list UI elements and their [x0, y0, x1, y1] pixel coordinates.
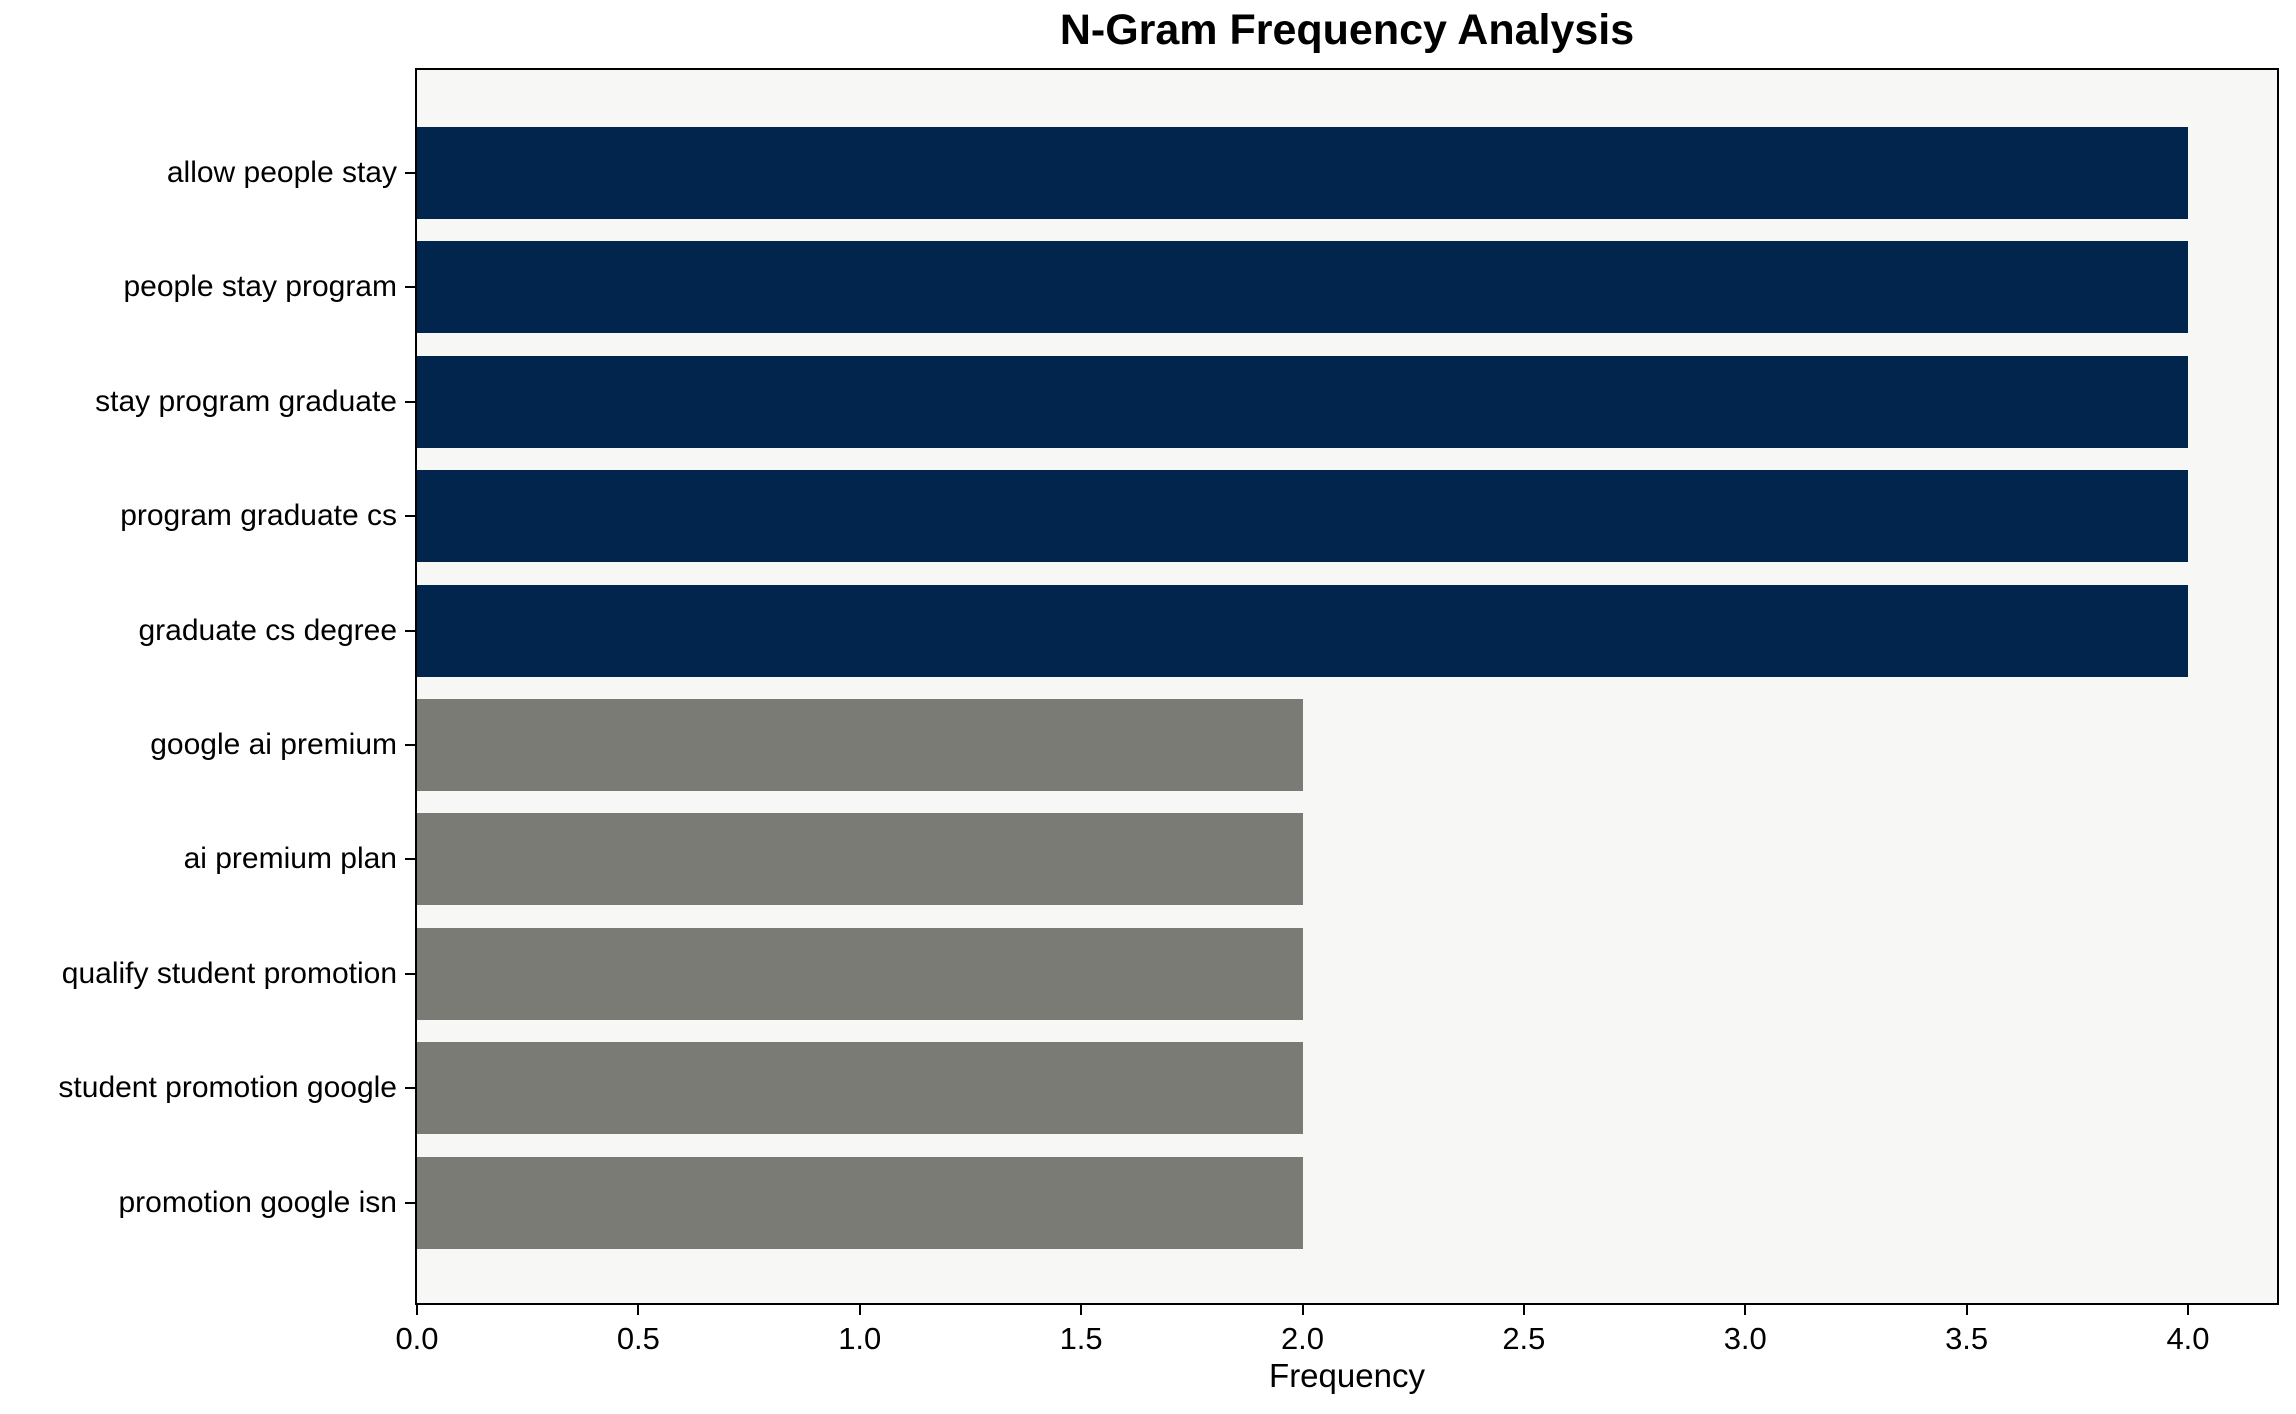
- y-tick-mark: [405, 172, 415, 174]
- x-tick-mark: [1080, 1305, 1083, 1315]
- y-tick-mark: [405, 1201, 415, 1204]
- y-tick-label: stay program graduate: [95, 384, 397, 418]
- x-tick-label: 0.0: [395, 1321, 439, 1356]
- bar-promotion-google-isn: [417, 1156, 1303, 1249]
- y-tick-mark: [405, 629, 415, 632]
- x-tick-label: 2.5: [1502, 1321, 1546, 1356]
- bar-people-stay-program: [417, 241, 2188, 334]
- y-tick-label: program graduate cs: [120, 499, 397, 533]
- bar-graduate-cs-degree: [417, 584, 2188, 677]
- y-tick-label: promotion google isn: [118, 1185, 397, 1219]
- x-tick-mark: [637, 1305, 640, 1315]
- y-tick-mark: [405, 1087, 415, 1090]
- y-tick-mark: [405, 286, 415, 289]
- y-tick-mark: [405, 515, 415, 518]
- y-tick-label: ai premium plan: [183, 842, 397, 876]
- chart-title: N-Gram Frequency Analysis: [1059, 6, 1635, 54]
- y-tick-label: allow people stay: [166, 156, 397, 189]
- bar-allow-people-stay: [417, 127, 2188, 219]
- y-tick-mark: [405, 744, 415, 746]
- x-tick-label: 1.0: [838, 1321, 882, 1356]
- x-axis-title: Frequency: [1269, 1357, 1425, 1394]
- bar-qualify-student-promotion: [417, 927, 1303, 1020]
- y-tick-mark: [405, 858, 415, 861]
- x-tick-mark: [1301, 1305, 1304, 1315]
- x-tick-mark: [1744, 1305, 1747, 1315]
- bar-google-ai-premium: [417, 699, 1303, 791]
- y-tick-label: google ai premium: [150, 728, 397, 761]
- bar-program-graduate-cs: [417, 470, 2188, 563]
- bar-student-promotion-google: [417, 1042, 1303, 1135]
- bar-stay-program-graduate: [417, 355, 2188, 448]
- x-tick-mark: [858, 1305, 861, 1315]
- x-tick-label: 2.0: [1280, 1321, 1325, 1356]
- x-tick-mark: [1522, 1305, 1525, 1315]
- x-tick-label: 3.0: [1723, 1321, 1767, 1356]
- bar-ai-premium-plan: [417, 813, 1303, 906]
- x-tick-label: 4.0: [2166, 1321, 2210, 1356]
- y-tick-mark: [405, 400, 415, 403]
- y-tick-label: qualify student promotion: [61, 956, 397, 990]
- x-tick-label: 0.5: [616, 1321, 660, 1356]
- x-tick-mark: [2187, 1305, 2189, 1315]
- x-tick-mark: [416, 1305, 418, 1315]
- y-tick-label: graduate cs degree: [138, 613, 397, 647]
- y-tick-label: student promotion google: [58, 1071, 397, 1105]
- x-tick-label: 3.5: [1945, 1321, 1989, 1356]
- y-tick-label: people stay program: [123, 270, 398, 304]
- x-tick-label: 1.5: [1059, 1321, 1103, 1356]
- y-tick-mark: [405, 972, 415, 975]
- plot-area: [415, 68, 2279, 1305]
- x-tick-mark: [1965, 1305, 1968, 1315]
